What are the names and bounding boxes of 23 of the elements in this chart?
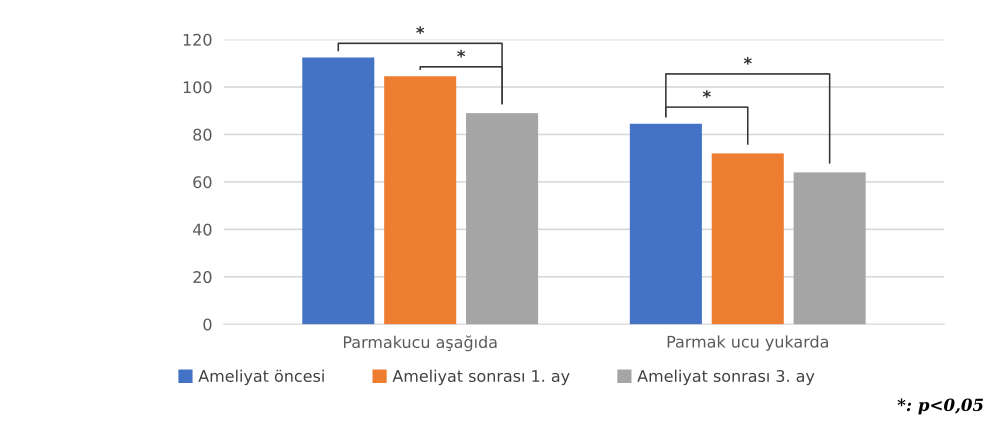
bar — [466, 113, 538, 324]
legend-label: Ameliyat sonrası 3. ay — [637, 370, 814, 386]
y-tick-label: 100 — [184, 81, 212, 94]
y-tick-label: 120 — [184, 34, 212, 46]
y-tick-label: 40 — [192, 224, 212, 236]
y-tick-label: 20 — [193, 271, 212, 284]
bar — [630, 124, 702, 324]
x-tick-label: Parmakucu aşağıda — [344, 335, 497, 352]
text: * — [416, 26, 424, 34]
bar — [302, 58, 374, 324]
legend-label: Ameliyat öncesi — [198, 370, 324, 386]
bar — [384, 76, 456, 324]
x-tick-label: Parmak ucu yukarda — [668, 335, 828, 351]
y-tick-label: 60 — [193, 176, 212, 188]
bar — [794, 172, 866, 324]
legend-label: Ameliyat sonrası 1. ay — [392, 370, 570, 386]
annotation: * — [702, 90, 711, 98]
bar — [712, 153, 784, 324]
y-tick-label: 80 — [193, 128, 212, 141]
text: *: p<0,05 — [898, 398, 984, 414]
annotation: * — [457, 50, 466, 58]
y-tick-label: 0 — [203, 318, 212, 331]
annotation: * — [744, 56, 752, 65]
